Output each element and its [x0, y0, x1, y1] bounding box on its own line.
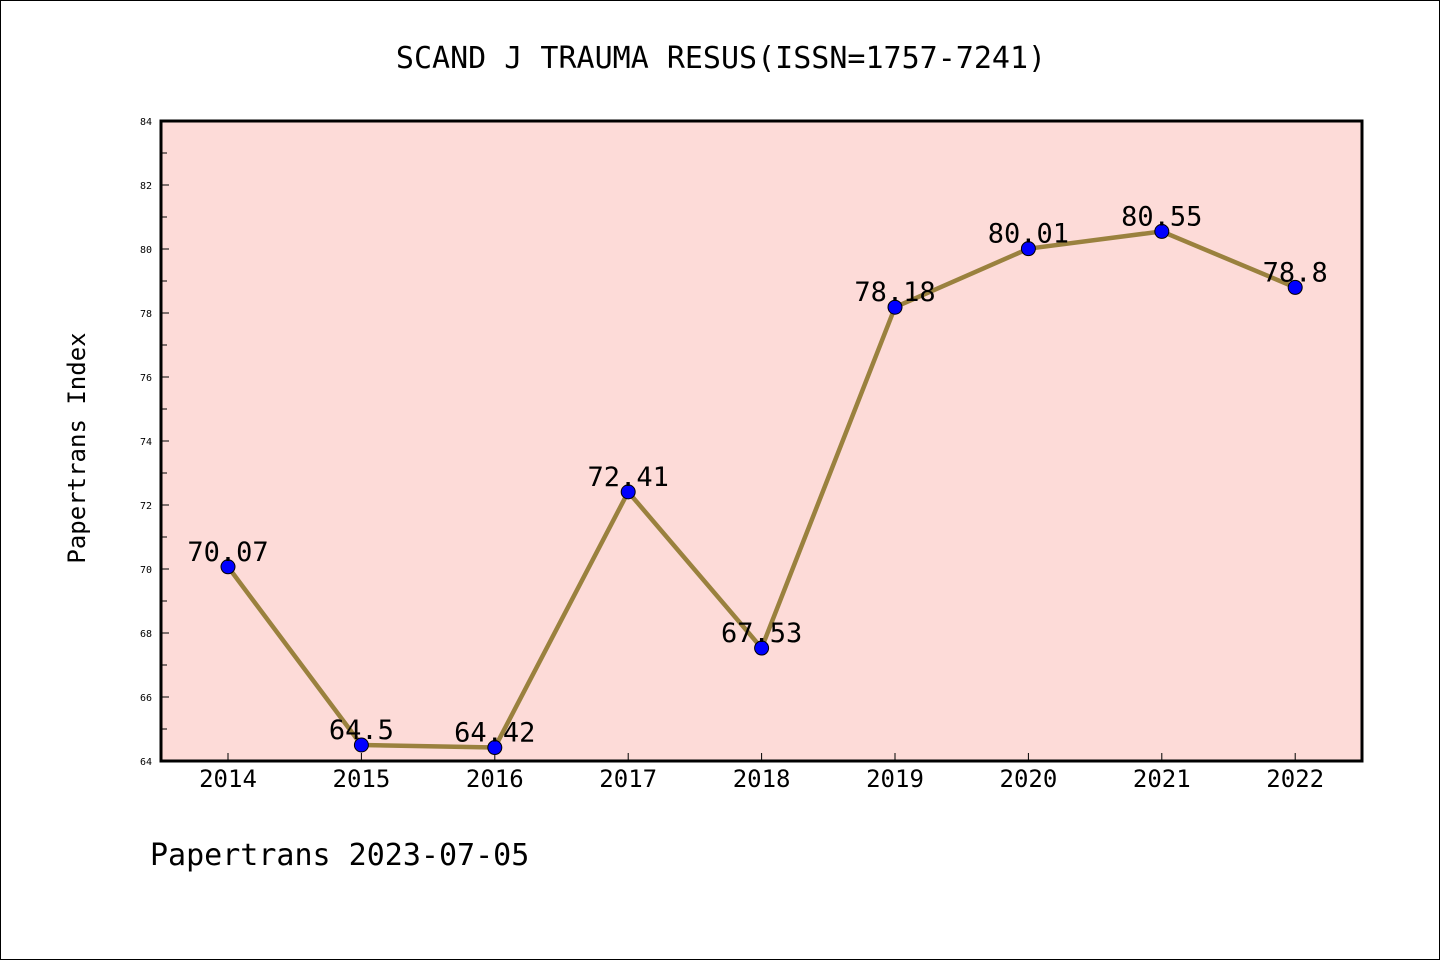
y-tick-label: 72 — [140, 501, 152, 512]
y-tick-label: 80 — [140, 245, 152, 256]
x-tick-label: 2021 — [1133, 765, 1191, 793]
x-tick-label: 2020 — [1000, 765, 1058, 793]
data-label: 70.07 — [187, 537, 268, 568]
x-tick-label: 2014 — [199, 765, 257, 793]
y-tick-label: 76 — [140, 373, 152, 384]
x-tick-label: 2015 — [333, 765, 391, 793]
y-tick-label: 84 — [140, 117, 152, 128]
data-point — [887, 299, 903, 315]
y-tick-label: 64 — [140, 757, 152, 768]
data-point — [1287, 279, 1303, 295]
data-label: 72.41 — [588, 462, 669, 493]
series — [220, 223, 1303, 756]
y-tick-label: 70 — [140, 565, 152, 576]
data-label: 64.42 — [454, 718, 535, 749]
data-label: 67.53 — [721, 618, 802, 649]
x-axis: 2014 2015 2016 2017 2018 2019 2020 2021 2022 — [199, 753, 1324, 793]
data-label: 78.8 — [1263, 257, 1328, 288]
data-label: 80.01 — [988, 219, 1069, 250]
data-point — [353, 737, 369, 753]
footer-date: Papertrans 2023-07-05 — [150, 838, 529, 873]
data-label: 78.18 — [854, 277, 935, 308]
data-point — [1020, 241, 1036, 257]
data-point — [220, 559, 236, 575]
x-tick-label: 2019 — [866, 765, 924, 793]
y-tick-label: 78 — [140, 309, 152, 320]
data-labels: 70.07 64.5 64.42 72.41 67.53 78.18 80.01 80.55 7… — [187, 201, 1327, 748]
y-tick-label: 74 — [140, 437, 152, 448]
data-point — [1154, 223, 1170, 239]
x-tick-label: 2018 — [733, 765, 791, 793]
y-axis: 64 66 68 70 72 74 76 78 80 82 84 — [140, 117, 169, 768]
x-tick-label: 2022 — [1266, 765, 1324, 793]
data-label: 64.5 — [329, 715, 394, 746]
data-point — [754, 640, 770, 656]
data-point — [620, 484, 636, 500]
data-point — [487, 740, 503, 756]
x-tick-label: 2017 — [599, 765, 657, 793]
y-tick-label: 68 — [140, 629, 152, 640]
x-tick-label: 2016 — [466, 765, 524, 793]
data-label: 80.55 — [1121, 201, 1202, 232]
y-axis-label: Papertrans Index — [63, 332, 91, 563]
y-tick-label: 82 — [140, 181, 152, 192]
chart-title: SCAND J TRAUMA RESUS(ISSN=1757-7241) — [396, 41, 1046, 76]
y-tick-label: 66 — [140, 693, 152, 704]
